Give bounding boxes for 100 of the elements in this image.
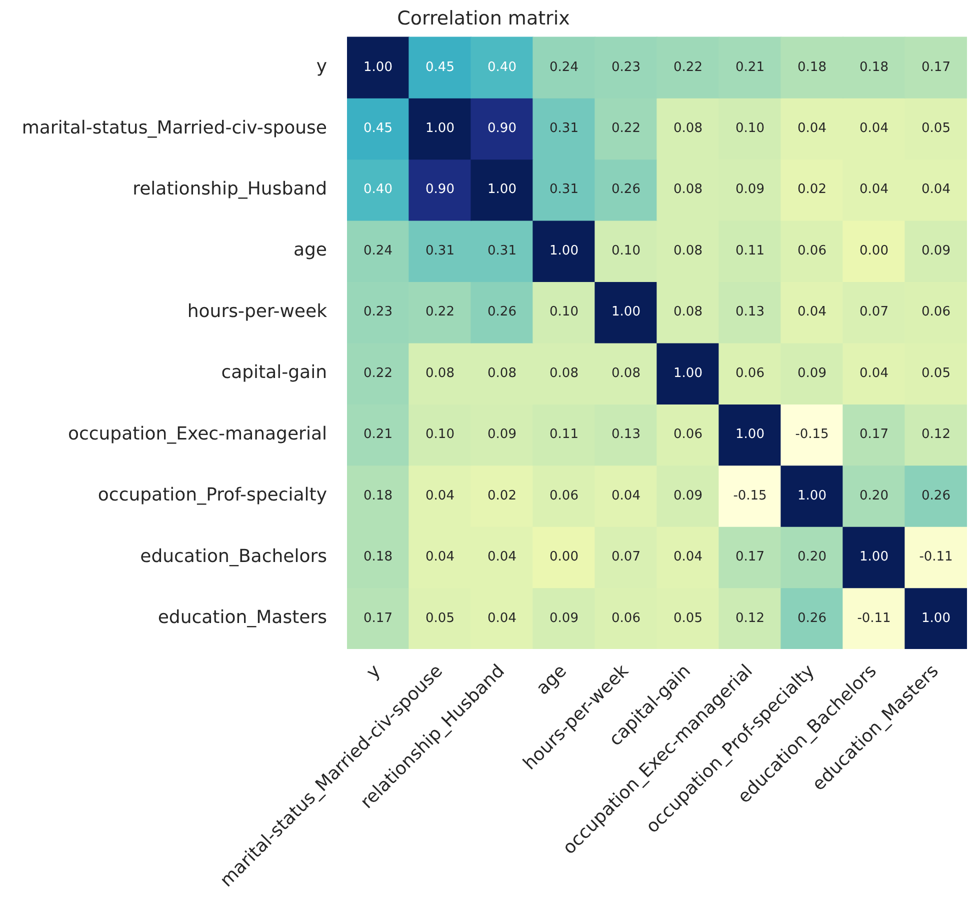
data-label: 0.17 xyxy=(736,550,764,565)
data-label: 0.09 xyxy=(736,182,764,198)
data-label: 0.20 xyxy=(798,550,826,565)
data-label: 0.12 xyxy=(736,610,764,626)
data-label: 0.22 xyxy=(612,121,640,136)
data-label: 0.10 xyxy=(612,243,640,258)
data-label: 1.00 xyxy=(922,610,950,626)
y-tick-label: education_Bachelors xyxy=(140,546,327,567)
y-tick-label: hours-per-week xyxy=(187,300,328,322)
data-label: 0.11 xyxy=(736,243,764,258)
y-tick-label: y xyxy=(316,56,328,78)
data-label: 0.06 xyxy=(612,610,640,626)
data-label: 0.09 xyxy=(674,488,702,504)
data-label: 0.02 xyxy=(798,182,826,198)
data-label: 0.26 xyxy=(922,488,950,504)
data-label: 0.20 xyxy=(860,488,888,504)
y-tick-label: relationship_Husband xyxy=(132,178,327,200)
data-label: 0.40 xyxy=(488,60,516,75)
data-label: 0.17 xyxy=(922,60,950,75)
data-label: 0.04 xyxy=(798,121,826,136)
data-label: 0.08 xyxy=(550,366,578,381)
data-label: 0.21 xyxy=(736,60,764,75)
data-label: 0.40 xyxy=(364,182,392,198)
data-label: 0.31 xyxy=(426,243,454,258)
data-label: 0.23 xyxy=(612,60,640,75)
data-label: -0.11 xyxy=(857,610,891,626)
data-label: 0.08 xyxy=(674,243,702,258)
data-label: 0.07 xyxy=(860,304,888,320)
data-label: 0.04 xyxy=(860,121,888,136)
data-label: 0.04 xyxy=(860,182,888,198)
data-label: 0.09 xyxy=(488,427,516,442)
data-label: 0.26 xyxy=(488,304,516,320)
data-label: 0.31 xyxy=(550,121,578,136)
data-label: 0.31 xyxy=(488,243,516,258)
data-label: 0.08 xyxy=(674,182,702,198)
data-label: 0.04 xyxy=(798,304,826,320)
data-label: 0.10 xyxy=(550,304,578,320)
data-label: 0.18 xyxy=(798,60,826,75)
data-label: 0.90 xyxy=(488,121,516,136)
data-label: 0.05 xyxy=(922,121,950,136)
data-label: 0.08 xyxy=(674,304,702,320)
data-label: 0.22 xyxy=(364,366,392,381)
data-label: 0.04 xyxy=(922,182,950,198)
data-label: 0.00 xyxy=(550,550,578,565)
data-label: 0.08 xyxy=(612,366,640,381)
data-label: 0.13 xyxy=(736,304,764,320)
data-label: -0.15 xyxy=(733,488,767,504)
data-label: 0.22 xyxy=(674,60,702,75)
data-label: 0.24 xyxy=(550,60,578,75)
data-label: 0.05 xyxy=(922,366,950,381)
y-tick-label: marital-status_Married-civ-spouse xyxy=(22,117,327,138)
data-label: 1.00 xyxy=(612,304,640,320)
data-label: 0.04 xyxy=(860,366,888,381)
data-label: 0.04 xyxy=(488,610,516,626)
y-tick-label: education_Masters xyxy=(158,607,327,628)
data-label: 0.18 xyxy=(364,488,392,504)
data-label: 1.00 xyxy=(550,243,578,258)
chart-title: Correlation matrix xyxy=(397,7,570,30)
data-label: 0.02 xyxy=(488,488,516,504)
data-label: 0.23 xyxy=(364,304,392,320)
data-label: 0.04 xyxy=(674,550,702,565)
data-label: 0.06 xyxy=(798,243,826,258)
data-label: 0.24 xyxy=(364,243,392,258)
data-label: 0.05 xyxy=(426,610,454,626)
data-label: 0.04 xyxy=(488,550,516,565)
data-label: 0.09 xyxy=(798,366,826,381)
data-label: 0.06 xyxy=(736,366,764,381)
data-label: 0.18 xyxy=(860,60,888,75)
data-label: 0.18 xyxy=(364,550,392,565)
y-tick-label: capital-gain xyxy=(221,362,327,384)
data-label: 0.45 xyxy=(426,60,454,75)
data-label: 0.21 xyxy=(364,427,392,442)
y-tick-label: age xyxy=(293,240,327,261)
data-label: 0.08 xyxy=(488,366,516,381)
data-label: 0.22 xyxy=(426,304,454,320)
data-label: -0.15 xyxy=(795,427,829,442)
data-label: 1.00 xyxy=(674,366,702,381)
data-label: 0.13 xyxy=(612,427,640,442)
data-label: 0.09 xyxy=(922,243,950,258)
data-label: -0.11 xyxy=(919,550,953,565)
data-label: 1.00 xyxy=(798,488,826,504)
data-label: 0.04 xyxy=(426,550,454,565)
data-label: 0.12 xyxy=(922,427,950,442)
y-tick-label: occupation_Exec-managerial xyxy=(68,423,327,444)
data-label: 0.08 xyxy=(674,121,702,136)
data-label: 0.10 xyxy=(736,121,764,136)
data-label: 0.06 xyxy=(922,304,950,320)
data-label: 0.06 xyxy=(550,488,578,504)
data-label: 0.04 xyxy=(612,488,640,504)
data-label: 0.17 xyxy=(860,427,888,442)
data-label: 0.26 xyxy=(798,610,826,626)
data-label: 0.04 xyxy=(426,488,454,504)
data-label: 1.00 xyxy=(426,121,454,136)
data-label: 0.17 xyxy=(364,610,392,626)
data-label: 0.26 xyxy=(612,182,640,198)
y-tick-label: occupation_Prof-specialty xyxy=(98,484,328,506)
data-label: 0.05 xyxy=(674,610,702,626)
data-label: 0.06 xyxy=(674,427,702,442)
data-label: 0.45 xyxy=(364,121,392,136)
data-label: 0.00 xyxy=(860,243,888,258)
